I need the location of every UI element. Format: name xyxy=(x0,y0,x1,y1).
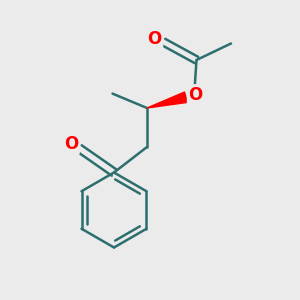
Text: O: O xyxy=(147,30,162,48)
Text: O: O xyxy=(188,86,203,104)
Polygon shape xyxy=(147,92,188,108)
Text: O: O xyxy=(64,135,78,153)
